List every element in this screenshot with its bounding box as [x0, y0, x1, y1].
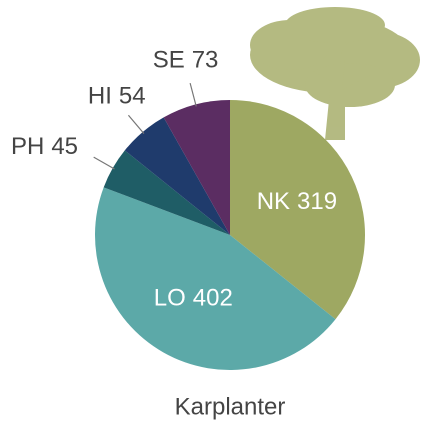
slice-label-category: NK	[257, 188, 290, 215]
slice-label-category: HI	[88, 83, 112, 110]
slice-label-value: 319	[297, 188, 337, 215]
slice-label: HI 54	[88, 83, 146, 110]
slice-label-category: PH	[11, 134, 44, 161]
slice-label-category: SE	[153, 47, 185, 74]
leader-line	[190, 83, 196, 106]
slice-label: PH 45	[11, 134, 78, 161]
slice-label-value: 45	[51, 134, 78, 161]
chart: NK 319 LO 402 PH 45 HI 54 SE 73 Karplanter	[0, 0, 425, 423]
slice-label: LO 402	[154, 285, 233, 312]
slice-label: SE 73	[153, 47, 219, 74]
chart-title: Karplanter	[175, 393, 286, 420]
slice-label-value: 402	[193, 285, 233, 312]
slice-label-category: LO	[154, 285, 186, 312]
slice-label-value: 73	[192, 47, 219, 74]
slice-label: NK 319	[257, 188, 337, 215]
slice-label-value: 54	[119, 83, 146, 110]
leader-line	[128, 115, 144, 133]
leader-line	[94, 157, 115, 169]
